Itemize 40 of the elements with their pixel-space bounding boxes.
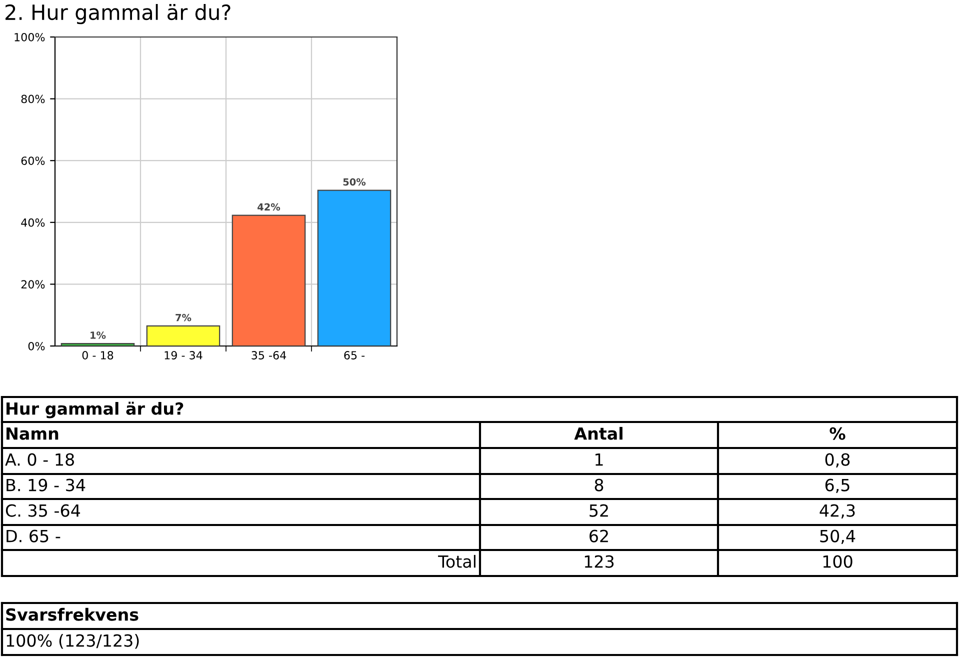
x-tick-label: 0 - 18 <box>82 351 114 360</box>
text: Total <box>438 554 476 568</box>
bar <box>317 190 392 346</box>
bar <box>60 342 135 346</box>
text: % <box>830 427 846 440</box>
x-tick-label: 35 -64 <box>252 351 286 360</box>
text: 123 <box>584 555 614 568</box>
data-label: 50% <box>343 178 366 186</box>
y-tick-label: 60% <box>21 156 45 165</box>
y-tick-label: 0% <box>28 342 45 350</box>
text: Svarsfrekvens <box>6 608 138 621</box>
data-label: 42% <box>258 203 280 211</box>
text: 0,8 <box>825 453 850 468</box>
text: 50,4 <box>820 530 856 544</box>
y-tick-label: 80% <box>21 94 45 104</box>
x-tick-label: 65 - <box>344 351 365 360</box>
data-label: 1% <box>90 332 106 339</box>
text: 1 <box>596 453 603 466</box>
text: 62 <box>590 530 608 542</box>
x-tick-label: 19 - 34 <box>164 351 202 360</box>
data-label: 7% <box>176 314 192 322</box>
y-tick-label: 40% <box>21 218 45 227</box>
text: 100 <box>823 555 852 568</box>
text: 42,3 <box>820 504 855 519</box>
chart-title: 2. Hur gammal är du? <box>6 4 230 24</box>
text: D. 65 - <box>6 530 60 542</box>
text: 100% (123/123) <box>6 634 139 649</box>
text: C. 35 -64 <box>6 504 80 517</box>
text: 52 <box>590 504 608 517</box>
y-tick-label: 20% <box>21 280 45 289</box>
text: Hur gammal är du? <box>6 402 184 418</box>
text: 6,5 <box>825 478 850 494</box>
bar <box>146 325 220 346</box>
y-tick-label: 100% <box>14 32 45 42</box>
text: 8 <box>594 478 604 492</box>
text: B. 19 - 34 <box>6 478 86 492</box>
text: A. 0 - 18 <box>5 453 74 466</box>
bar <box>232 214 306 346</box>
text: Antal <box>574 426 622 440</box>
text: Namn <box>6 427 58 440</box>
